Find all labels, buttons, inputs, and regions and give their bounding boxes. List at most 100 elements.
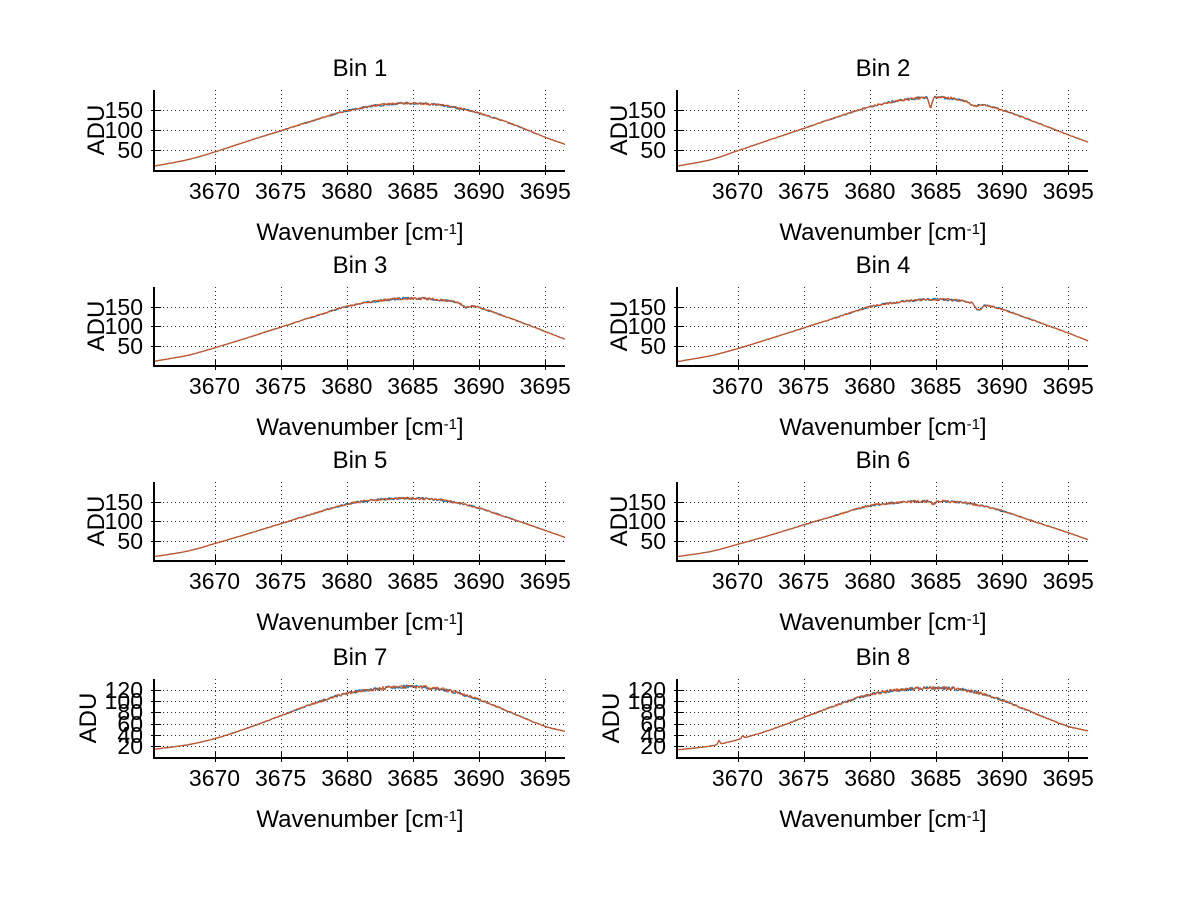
y-tick-mark	[674, 540, 684, 542]
plot-area	[674, 482, 1089, 565]
x-axis-label: Wavenumber [cm-1]	[155, 803, 565, 834]
y-tick-label: 80	[117, 699, 143, 726]
x-tick-mark	[412, 752, 414, 762]
x-axis-label-close: ]	[456, 219, 464, 246]
y-tick-label: 150	[104, 293, 143, 320]
plot-area	[151, 287, 566, 370]
x-tick-label: 3680	[321, 765, 373, 791]
x-axis-label-text: Wavenumber [cm	[256, 414, 444, 441]
x-tick-label: 3670	[711, 178, 764, 204]
y-tick-label: 40	[117, 721, 143, 748]
y-tick-label: 60	[640, 710, 666, 737]
y-tick-label: 20	[640, 732, 666, 759]
x-tick-label: 3680	[844, 373, 896, 399]
spectrum-curves	[154, 101, 566, 167]
y-tick-mark	[151, 306, 161, 308]
y-tick-mark	[674, 745, 684, 747]
grid-line-vertical	[1068, 679, 1070, 757]
y-tick-mark	[151, 723, 161, 725]
y-tick-label: 60	[117, 710, 143, 737]
x-axis-label-close: ]	[456, 414, 464, 441]
x-axis-label-text: Wavenumber [cm	[779, 806, 967, 833]
grid-line-horizontal	[678, 712, 1088, 714]
x-tick-label: 3670	[711, 373, 764, 399]
x-tick-mark	[1002, 752, 1003, 762]
spectrum-over-trace	[154, 684, 566, 750]
y-tick-mark	[151, 701, 161, 703]
x-tick-label: 3680	[321, 373, 373, 399]
x-axis-label: Wavenumber [cm-1]	[678, 803, 1088, 834]
grid-line-vertical	[545, 679, 547, 757]
grid-line-vertical	[1002, 679, 1003, 757]
x-tick-mark	[545, 165, 547, 175]
y-tick-mark	[151, 150, 161, 151]
x-tick-label: 3690	[453, 373, 505, 399]
x-tick-mark	[346, 360, 348, 370]
plot-title: Bin 5	[332, 447, 388, 474]
grid-line-horizontal	[155, 306, 565, 308]
x-tick-label: 3685	[387, 178, 439, 204]
y-tick-label: 50	[640, 527, 666, 554]
grid-line-horizontal	[678, 745, 1088, 747]
plot-title: Bin 4	[855, 252, 911, 279]
y-tick-mark	[674, 712, 684, 714]
x-tick-label: 3695	[519, 765, 571, 791]
x-axis-label: Wavenumber [cm-1]	[678, 606, 1088, 637]
x-tick-label: 3675	[255, 765, 307, 791]
y-tick-label: 100	[104, 508, 143, 534]
x-tick-mark	[935, 555, 937, 565]
y-tick-label: 100	[104, 313, 143, 339]
x-axis-label-superscript: -1	[966, 611, 980, 628]
y-tick-mark	[151, 521, 161, 522]
y-tick-label: 150	[627, 97, 666, 123]
grid-line-horizontal	[678, 501, 1088, 503]
grid-line-horizontal	[678, 723, 1088, 725]
x-tick-mark	[346, 752, 348, 762]
x-tick-mark	[1002, 360, 1003, 370]
x-tick-mark	[869, 360, 871, 370]
x-tick-mark	[545, 360, 547, 370]
x-tick-mark	[1002, 555, 1003, 565]
grid-line-vertical	[412, 679, 414, 757]
x-axis-label-text: Wavenumber [cm	[256, 609, 444, 636]
x-tick-mark	[1068, 360, 1070, 370]
x-axis-label-text: Wavenumber [cm	[779, 219, 967, 246]
y-tick-label: 100	[627, 117, 666, 143]
x-tick-label: 3670	[711, 568, 764, 594]
grid-line-horizontal	[155, 712, 565, 714]
spectrum-curves	[677, 685, 1089, 751]
y-tick-label: 50	[640, 332, 666, 359]
plot-area	[674, 90, 1089, 175]
grid-line-vertical	[280, 679, 282, 757]
subplot-bin-8: Bin 8 ADU 20 40 60 80 100 120 3670 3675 3680 3685 36…	[538, 639, 1103, 862]
y-tick-label: 50	[117, 137, 143, 163]
y-tick-mark	[151, 734, 161, 736]
x-tick-label: 3695	[519, 568, 571, 594]
grid-line-horizontal	[155, 130, 565, 131]
x-tick-label: 3670	[188, 178, 241, 204]
x-axis-label-text: Wavenumber [cm	[779, 609, 967, 636]
spectrum-under-trace	[677, 297, 1089, 363]
x-tick-mark	[737, 165, 739, 175]
x-tick-mark	[346, 165, 348, 175]
grid-line-horizontal	[678, 521, 1088, 522]
y-tick-mark	[151, 326, 161, 327]
y-tick-label: 80	[640, 699, 666, 726]
x-tick-mark	[214, 165, 216, 175]
x-tick-label: 3675	[255, 568, 307, 594]
grid-line-vertical	[346, 679, 348, 757]
spectrum-over-trace	[677, 685, 1089, 751]
x-tick-mark	[280, 752, 282, 762]
x-tick-mark	[479, 165, 480, 175]
grid-line-horizontal	[155, 110, 565, 111]
x-axis-label-text: Wavenumber [cm	[779, 414, 967, 441]
x-tick-label: 3670	[711, 765, 764, 791]
x-tick-label: 3675	[778, 765, 830, 791]
grid-line-vertical	[214, 679, 216, 757]
x-tick-mark	[803, 752, 805, 762]
x-tick-label: 3670	[188, 568, 241, 594]
x-tick-label: 3690	[976, 178, 1028, 204]
x-tick-label: 3675	[255, 178, 307, 204]
grid-line-horizontal	[155, 701, 565, 703]
